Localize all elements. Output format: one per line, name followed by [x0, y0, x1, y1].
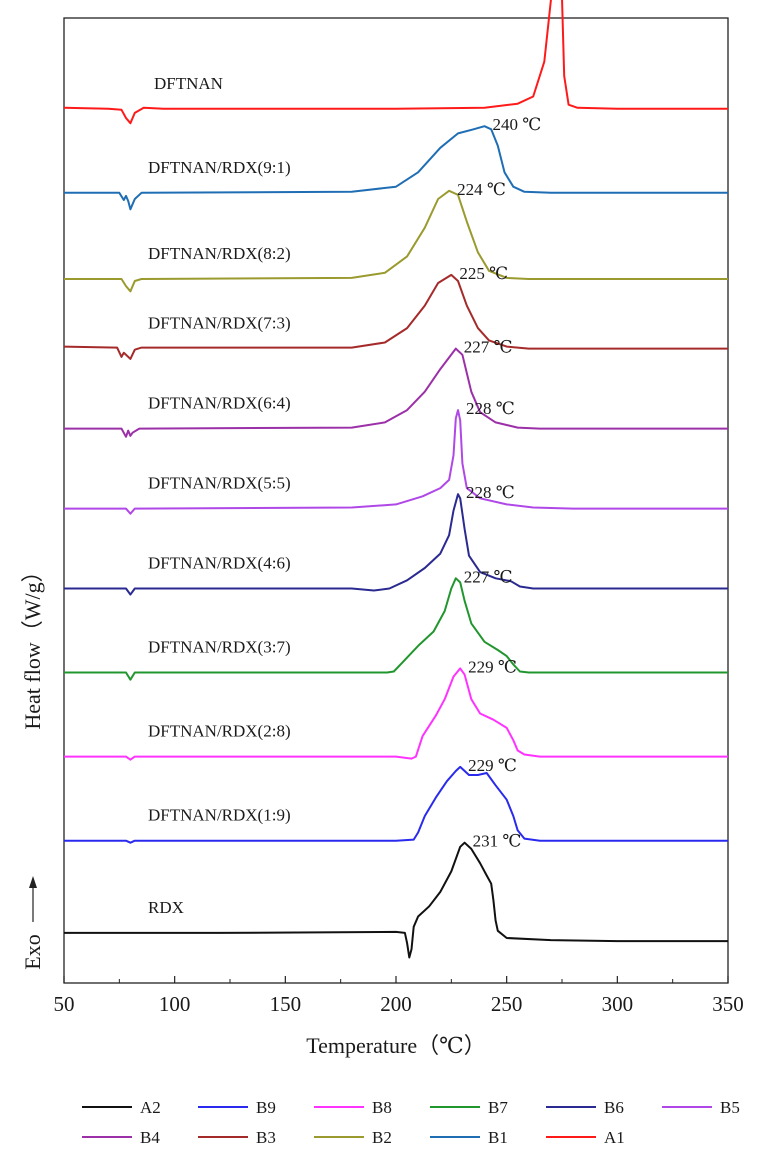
x-tick-label: 250	[491, 992, 523, 1016]
legend-label: A1	[604, 1128, 625, 1147]
curve-label-B1: DFTNAN/RDX(9:1)	[148, 158, 291, 177]
curve-B9	[64, 765, 728, 844]
legend-item-B3: B3	[198, 1128, 276, 1147]
legend-item-B4: B4	[82, 1128, 160, 1147]
legend-item-B9: B9	[198, 1098, 276, 1117]
x-axis-ticks: 50 100 150 200 250 300 350	[54, 976, 744, 1016]
x-tick-label: 200	[380, 992, 412, 1016]
curve-label-B2: DFTNAN/RDX(8:2)	[148, 244, 291, 263]
curve-B1	[64, 125, 728, 211]
legend-item-A2: A2	[82, 1098, 161, 1117]
legend-label: B8	[372, 1098, 392, 1117]
exo-indicator: Exo	[20, 876, 45, 970]
peak-label-B6: 228 ℃	[466, 483, 515, 502]
curve-A2	[64, 841, 728, 959]
legend-label: B2	[372, 1128, 392, 1147]
x-axis-title: Temperature（℃）	[306, 1033, 485, 1058]
legend-label: B5	[720, 1098, 740, 1117]
y-axis-title: Heat flow（W/g）	[20, 560, 45, 729]
legend-label: B3	[256, 1128, 276, 1147]
legend-label: B4	[140, 1128, 160, 1147]
legend-label: B7	[488, 1098, 508, 1117]
curve-label-A2: RDX	[148, 898, 184, 917]
x-tick-label: 150	[270, 992, 302, 1016]
curve-A1	[63, 0, 728, 125]
exo-label: Exo	[20, 934, 45, 969]
legend-item-B1: B1	[430, 1128, 508, 1147]
legend-item-A1: A1	[546, 1128, 625, 1147]
curve-label-B3: DFTNAN/RDX(7:3)	[148, 314, 291, 333]
legend-item-B2: B2	[314, 1128, 392, 1147]
peak-label-B8: 229 ℃	[468, 657, 517, 676]
curve-B6	[64, 493, 728, 596]
curve-label-B8: DFTNAN/RDX(2:8)	[148, 722, 291, 741]
curve-B4	[64, 347, 728, 438]
legend-item-B5: B5	[662, 1098, 740, 1117]
peak-label-B7: 227 ℃	[464, 567, 513, 586]
legend-label: B6	[604, 1098, 624, 1117]
curve-label-B4: DFTNAN/RDX(6:4)	[148, 394, 291, 413]
curve-B8	[64, 667, 728, 761]
peak-label-B3: 225 ℃	[459, 264, 508, 283]
legend-label: A2	[140, 1098, 161, 1117]
curve-B3	[63, 273, 728, 360]
curve-B2	[64, 189, 728, 293]
exo-arrow-head-icon	[29, 876, 37, 888]
legend-item-B6: B6	[546, 1098, 624, 1117]
curve-B7	[64, 577, 728, 681]
peak-label-B1: 240 ℃	[493, 115, 542, 134]
curve-B5	[64, 409, 728, 515]
curve-label-B9: DFTNAN/RDX(1:9)	[148, 806, 291, 825]
x-tick-label: 100	[159, 992, 191, 1016]
curve-label-B5: DFTNAN/RDX(5:5)	[148, 474, 291, 493]
peak-label-B9: 229 ℃	[468, 756, 517, 775]
curve-label-B6: DFTNAN/RDX(4:6)	[148, 554, 291, 573]
legend-label: B1	[488, 1128, 508, 1147]
legend-label: B9	[256, 1098, 276, 1117]
peak-label-A2: 231 ℃	[473, 832, 522, 851]
curve-label-A1: DFTNAN	[154, 74, 223, 93]
legend: A2 B9 B8 B7 B6 B5 B4 B3 B2 B1 A1	[82, 1098, 740, 1147]
curve-label-B7: DFTNAN/RDX(3:7)	[148, 638, 291, 657]
x-tick-label: 50	[54, 992, 75, 1016]
peak-label-B4: 227 ℃	[464, 338, 513, 357]
legend-item-B7: B7	[430, 1098, 508, 1117]
legend-item-B8: B8	[314, 1098, 392, 1117]
peak-label-B5: 228 ℃	[466, 399, 515, 418]
peak-label-B2: 224 ℃	[457, 180, 506, 199]
x-tick-label: 300	[602, 992, 634, 1016]
x-tick-label: 350	[712, 992, 744, 1016]
